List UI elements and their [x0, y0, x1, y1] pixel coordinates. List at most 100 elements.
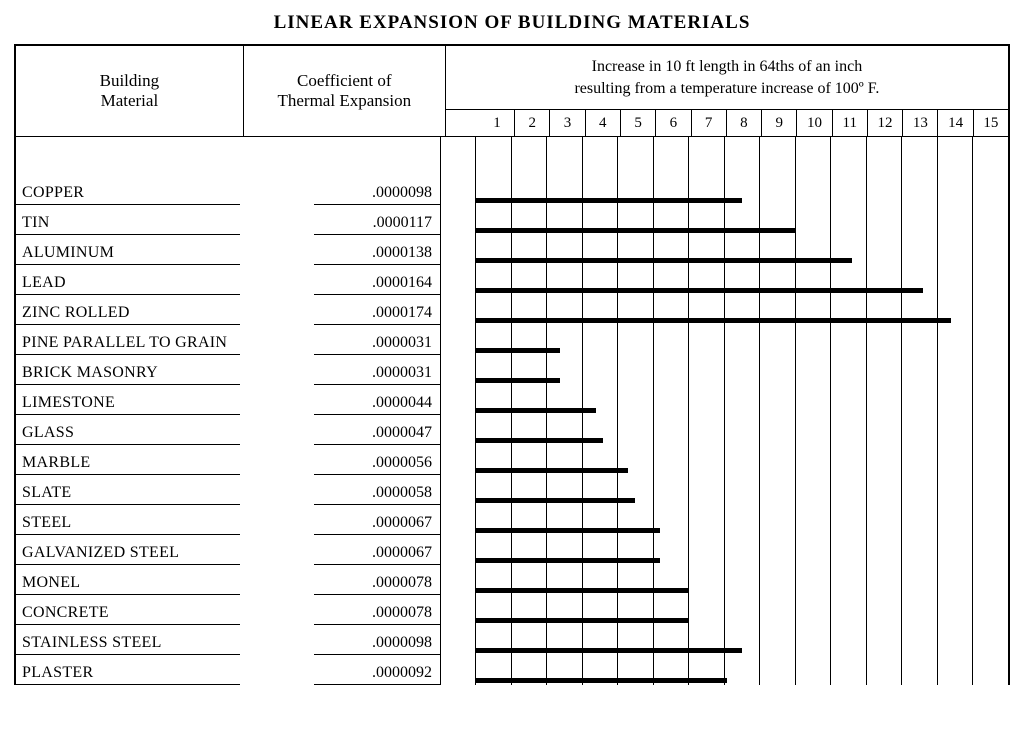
header-ticks: 123456789101112131415	[445, 110, 1008, 137]
coeff-cell: .0000164	[314, 274, 440, 295]
table-header: Building Material Coefficient of Thermal…	[16, 46, 1008, 137]
table-row: ALUMINUM .0000138	[16, 235, 440, 265]
material-cell: PLASTER	[16, 664, 240, 685]
chart-row	[475, 295, 1024, 325]
chart-rows	[475, 175, 1024, 685]
coeff-cell: .0000044	[314, 394, 440, 415]
table-row: STAINLESS STEEL .0000098	[16, 625, 440, 655]
body-left-top-gap	[16, 137, 440, 175]
header-chart-l1: Increase in 10 ft length in 64ths of an …	[592, 58, 863, 75]
left-rows: COPPER.0000098TIN.0000117ALUMINUM.000013…	[16, 175, 440, 685]
material-cell: LIMESTONE	[16, 394, 240, 415]
coeff-cell: .0000098	[314, 634, 440, 655]
table-row: GALVANIZED STEEL .0000067	[16, 535, 440, 565]
coeff-cell: .0000067	[314, 514, 440, 535]
bar	[475, 528, 660, 533]
bar	[475, 618, 688, 623]
bar	[475, 678, 727, 683]
table-frame: Building Material Coefficient of Thermal…	[14, 44, 1010, 685]
body-chart	[441, 137, 1008, 685]
bar	[475, 228, 795, 233]
material-cell: GALVANIZED STEEL	[16, 544, 240, 565]
coeff-cell: .0000138	[314, 244, 440, 265]
table-row: BRICK MASONRY .0000031	[16, 355, 440, 385]
material-cell: MONEL	[16, 574, 240, 595]
material-cell: BRICK MASONRY	[16, 364, 240, 385]
chart-row	[475, 355, 1024, 385]
chart-row	[475, 205, 1024, 235]
material-cell: LEAD	[16, 274, 240, 295]
coeff-cell: .0000031	[314, 334, 440, 355]
material-cell: MARBLE	[16, 454, 240, 475]
chart-row	[475, 655, 1024, 685]
table-row: LIMESTONE .0000044	[16, 385, 440, 415]
coeff-cell: .0000078	[314, 574, 440, 595]
tick-label: 5	[620, 110, 655, 136]
bar	[475, 468, 628, 473]
chart-row	[475, 505, 1024, 535]
body-left: COPPER.0000098TIN.0000117ALUMINUM.000013…	[16, 137, 441, 685]
table-row: CONCRETE .0000078	[16, 595, 440, 625]
coeff-cell: .0000031	[314, 364, 440, 385]
table-row: STEEL .0000067	[16, 505, 440, 535]
bar	[475, 318, 951, 323]
bar	[475, 288, 923, 293]
coeff-cell: .0000092	[314, 664, 440, 685]
table-row: SLATE.0000058	[16, 475, 440, 505]
material-cell: CONCRETE	[16, 604, 240, 625]
chart-row	[475, 385, 1024, 415]
header-coeff-l1: Coefficient of Thermal Expansion	[277, 71, 411, 110]
chart-row	[475, 565, 1024, 595]
tick-label: 15	[973, 110, 1008, 136]
material-cell: TIN	[16, 214, 240, 235]
material-cell: STEEL	[16, 514, 240, 535]
tick-label: 6	[655, 110, 690, 136]
header-chart: Increase in 10 ft length in 64ths of an …	[445, 46, 1008, 110]
tick-label: 2	[514, 110, 549, 136]
tick-label: 7	[691, 110, 726, 136]
coeff-cell: .0000174	[314, 304, 440, 325]
tick-label: 10	[796, 110, 831, 136]
tick-label: 12	[867, 110, 902, 136]
table-row: PLASTER .0000092	[16, 655, 440, 685]
tick-label: 9	[761, 110, 796, 136]
chart-row	[475, 595, 1024, 625]
page: LINEAR EXPANSION OF BUILDING MATERIALS B…	[0, 0, 1024, 747]
coeff-cell: .0000067	[314, 544, 440, 565]
tick-label: 1	[480, 110, 514, 136]
table-row: PINE PARALLEL TO GRAIN .0000031	[16, 325, 440, 355]
coeff-cell: .0000047	[314, 424, 440, 445]
chart-row	[475, 625, 1024, 655]
bar	[475, 558, 660, 563]
coeff-cell: .0000058	[314, 484, 440, 505]
chart-row	[475, 325, 1024, 355]
chart-row	[475, 415, 1024, 445]
header-material-l1: Building Material	[100, 71, 160, 110]
tick-label: 14	[937, 110, 972, 136]
tick-label: 3	[549, 110, 584, 136]
material-cell: ZINC ROLLED	[16, 304, 240, 325]
chart-row	[475, 175, 1024, 205]
ticks-row: 123456789101112131415	[480, 110, 1008, 136]
table-row: ZINC ROLLED .0000174	[16, 295, 440, 325]
table-row: LEAD .0000164	[16, 265, 440, 295]
bar	[475, 408, 596, 413]
tick-label: 8	[726, 110, 761, 136]
bar	[475, 588, 688, 593]
chart-row	[475, 235, 1024, 265]
material-cell: ALUMINUM	[16, 244, 240, 265]
coeff-cell: .0000078	[314, 604, 440, 625]
bar	[475, 438, 603, 443]
tick-axis-gap	[446, 110, 480, 136]
tick-label: 13	[902, 110, 937, 136]
material-cell: STAINLESS STEEL	[16, 634, 240, 655]
header-material: Building Material	[16, 46, 243, 137]
bar	[475, 258, 852, 263]
header-coeff: Coefficient of Thermal Expansion	[243, 46, 445, 137]
material-cell: PINE PARALLEL TO GRAIN	[16, 334, 240, 355]
chart-row	[475, 445, 1024, 475]
bar	[475, 198, 742, 203]
tick-label: 11	[832, 110, 867, 136]
bar	[475, 378, 560, 383]
page-title: LINEAR EXPANSION OF BUILDING MATERIALS	[14, 12, 1010, 34]
